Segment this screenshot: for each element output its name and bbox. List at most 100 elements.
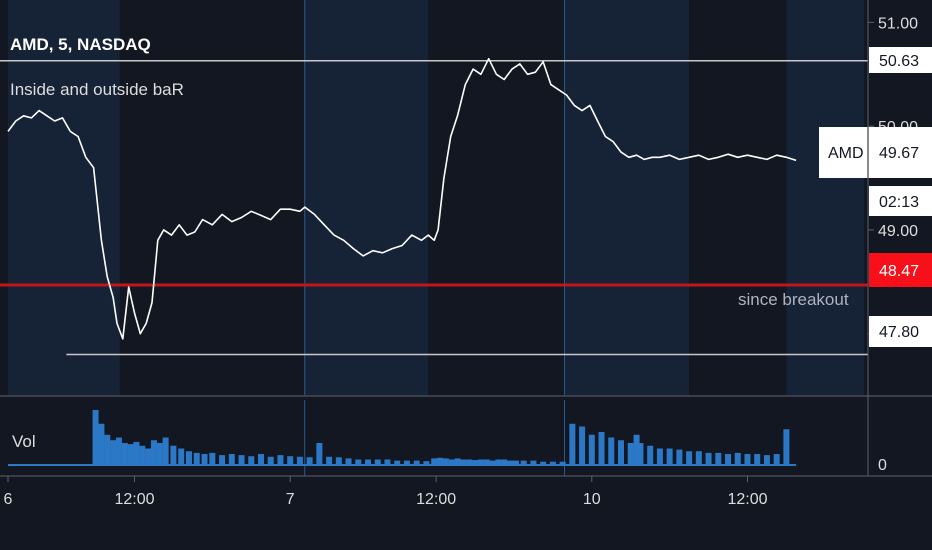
- volume-bar: [734, 452, 741, 465]
- price-tick-label: 49.00: [878, 223, 918, 240]
- volume-bar: [257, 454, 264, 465]
- low-level-tag: 47.80: [869, 316, 932, 347]
- volume-bar: [448, 459, 455, 465]
- volume-bar: [647, 445, 654, 465]
- last-price-symbol: AMD: [828, 145, 864, 162]
- volume-bar: [110, 440, 117, 465]
- volume-bar: [178, 448, 185, 465]
- volume-bar: [156, 443, 163, 465]
- volume-bar: [501, 459, 508, 465]
- volume-bar: [559, 461, 566, 465]
- volume-bar: [209, 452, 216, 465]
- volume-bar: [201, 454, 208, 465]
- time-axis[interactable]: 6 12:00 7 12:00 10 12:00: [4, 476, 768, 508]
- volume-bar: [705, 452, 712, 465]
- volume-bar: [121, 443, 128, 465]
- volume-bar: [512, 460, 519, 465]
- volume-bar: [296, 456, 303, 465]
- volume-bar: [466, 459, 473, 465]
- volume-bar: [608, 437, 615, 465]
- volume-bar: [219, 455, 226, 465]
- volume-bar: [725, 454, 732, 465]
- breakout-level-tag: 48.47: [869, 253, 932, 287]
- volume-bar: [617, 440, 624, 465]
- last-price-tag: AMD 49.67: [819, 127, 932, 178]
- countdown-value: 02:13: [879, 194, 919, 211]
- time-tick-label: 6: [4, 491, 13, 508]
- session-band: [564, 0, 690, 396]
- volume-bar: [686, 451, 693, 465]
- symbol-title: AMD, 5, NASDAQ: [10, 35, 151, 54]
- volume-bar: [150, 440, 157, 465]
- volume-bar: [715, 452, 722, 465]
- volume-bar: [520, 460, 527, 465]
- volume-bar: [477, 459, 484, 465]
- volume-bar: [133, 441, 140, 465]
- volume-bar: [637, 443, 644, 465]
- volume-bar: [627, 443, 634, 465]
- price-line: [7, 57, 797, 340]
- volume-bar: [374, 459, 381, 465]
- volume-bar: [403, 460, 410, 465]
- volume-bar: [384, 459, 391, 465]
- high-level-tag: 50.63: [869, 47, 932, 73]
- volume-bar: [666, 448, 673, 465]
- volume-bar: [472, 460, 479, 465]
- volume-bar: [460, 459, 467, 465]
- volume-bar: [139, 445, 146, 465]
- volume-bar: [744, 454, 751, 465]
- volume-bar: [423, 461, 430, 465]
- volume-bar: [495, 459, 502, 465]
- volume-bar: [238, 455, 245, 465]
- countdown-tag: 02:13: [869, 186, 932, 216]
- volume-bar: [267, 456, 274, 465]
- volume-bar: [763, 455, 770, 465]
- volume-bar: [569, 423, 576, 465]
- volume-bar: [355, 459, 362, 465]
- volume-bar: [316, 443, 323, 465]
- volume-bar: [588, 434, 595, 465]
- volume-bar: [335, 457, 342, 465]
- volume-bar: [483, 459, 490, 465]
- session-band: [304, 0, 429, 396]
- volume-bar: [306, 457, 313, 465]
- volume-bar: [489, 460, 496, 465]
- breakout-level-value: 48.47: [879, 263, 919, 280]
- volume-bar: [326, 456, 333, 465]
- volume-bar: [773, 454, 780, 465]
- volume-bar: [162, 437, 169, 465]
- price-series: [7, 57, 797, 340]
- level-lines: [0, 60, 868, 356]
- time-tick-label: 12:00: [416, 491, 456, 508]
- session-dividers: [304, 0, 566, 476]
- volume-bar: [754, 454, 761, 465]
- time-tick-label: 10: [583, 491, 601, 508]
- since-breakout-label: since breakout: [738, 290, 849, 309]
- volume-bar: [170, 445, 177, 465]
- volume-bar: [676, 449, 683, 465]
- volume-bar: [507, 460, 514, 465]
- volume-bar: [695, 451, 702, 465]
- volume-bar: [145, 448, 152, 465]
- volume-bar: [431, 458, 438, 465]
- volume-bar: [248, 456, 255, 465]
- volume-bar: [115, 437, 122, 465]
- session-band: [119, 0, 305, 396]
- session-band: [786, 0, 865, 396]
- session-band: [428, 0, 565, 396]
- volume-bar: [287, 456, 294, 465]
- volume-bar: [579, 426, 586, 465]
- volume-bar: [185, 451, 192, 465]
- last-price-value: 49.67: [879, 145, 919, 162]
- volume-bar: [92, 410, 99, 465]
- volume-bar: [442, 458, 449, 465]
- time-tick-label: 12:00: [114, 491, 154, 508]
- low-level-value: 47.80: [879, 324, 919, 341]
- time-tick-label: 7: [286, 491, 295, 508]
- volume-bar: [656, 448, 663, 465]
- volume-bar: [633, 434, 640, 465]
- volume-bar: [365, 459, 372, 465]
- volume-bar: [98, 423, 105, 465]
- volume-bar: [394, 460, 401, 465]
